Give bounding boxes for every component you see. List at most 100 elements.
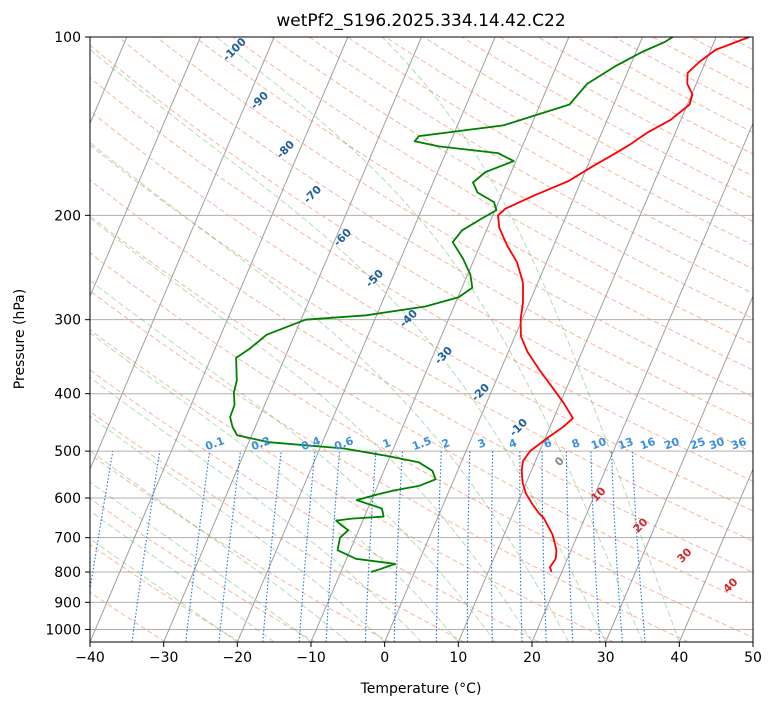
isotherm-line (605, 295, 753, 642)
moist-adiabat-line (90, 141, 570, 642)
mixing-ratio-label: 0.1 (203, 434, 226, 453)
mixing-ratio-line (435, 451, 442, 642)
mixing-ratio-label: 4 (507, 436, 519, 451)
mixing-ratio-label: 2 (440, 436, 452, 451)
mixing-ratio-label: 3 (476, 436, 488, 451)
mixing-ratio-line (262, 451, 282, 642)
moist-adiabat-line (90, 481, 312, 642)
x-tick-label: 0 (380, 650, 389, 666)
dry-adiabat-line (90, 543, 241, 642)
isotherm-line (90, 37, 349, 642)
mixing-ratio-line (298, 451, 316, 642)
mixing-ratio-label: 16 (638, 435, 657, 453)
dry-adiabat-line (90, 252, 753, 639)
temperature-profile-line (497, 37, 750, 573)
mixing-ratio-label: 1 (381, 436, 393, 451)
mixing-ratio-line (541, 451, 547, 642)
chart-title: wetPf2_S196.2025.334.14.42.C22 (276, 11, 565, 31)
moist-adiabat-line (90, 217, 533, 642)
isotherm-line (90, 37, 275, 471)
dry-adiabat-label: -50 (363, 267, 386, 290)
line-labels: -100-90-80-70-60-50-40-30-20-10010203040… (203, 35, 748, 596)
x-tick-label: 10 (449, 650, 467, 666)
y-tick-label: 1000 (45, 622, 81, 638)
y-tick-label: 400 (54, 387, 81, 403)
mixing-ratio-label: 25 (688, 435, 707, 452)
background-lines (90, 37, 775, 642)
mixing-ratio-line (610, 451, 623, 642)
isotherm-line (752, 640, 753, 642)
x-tick-label: 50 (744, 650, 762, 666)
dry-adiabat-line (90, 144, 753, 542)
dry-adiabat-line (118, 37, 753, 425)
mixing-ratio-label: 6 (542, 436, 554, 451)
isotherm-line (236, 37, 496, 642)
mixing-ratio-line (631, 451, 646, 642)
y-tick-label: 100 (54, 30, 81, 46)
mixing-ratio-line (393, 451, 404, 642)
y-tick-label: 500 (54, 444, 81, 460)
y-tick-label: 600 (54, 491, 81, 507)
mixing-ratio-line (185, 451, 211, 642)
x-tick-label: −30 (149, 650, 179, 666)
dry-adiabat-line (232, 37, 753, 345)
mixing-ratio-label: 0.4 (299, 434, 322, 453)
dry-adiabat-line (90, 44, 753, 453)
moist-adiabat-line (90, 332, 459, 642)
dry-adiabat-label: -100 (220, 35, 249, 64)
moist-adiabat-line (90, 537, 238, 642)
mixing-ratio-label: 0.6 (332, 434, 355, 453)
moist-adiabat-line (90, 450, 349, 642)
moist-adiabat-line (90, 48, 607, 642)
mixing-ratio-label: 10 (589, 435, 608, 453)
dry-adiabat-line (461, 37, 753, 200)
dry-adiabat-line (652, 37, 753, 91)
isotherm-line (163, 37, 422, 642)
mixing-ratio-line (325, 451, 341, 642)
x-tick-label: −20 (223, 650, 253, 666)
moist-adiabat-line (90, 279, 496, 642)
y-tick-label: 200 (54, 208, 81, 224)
mixing-ratio-line (490, 451, 494, 642)
isotherm-line (531, 122, 753, 642)
plot-frame (89, 36, 754, 643)
dry-adiabat-line (90, 290, 689, 642)
x-tick-label: 30 (597, 650, 615, 666)
isotherm-line (310, 37, 570, 642)
mixing-ratio-label: 8 (570, 436, 582, 451)
dewpoint-profile-line (229, 37, 674, 573)
dry-adiabat-label: -20 (469, 381, 492, 404)
x-axis-label: Temperature (°C) (360, 681, 482, 697)
mixing-ratio-label: 0.2 (249, 434, 272, 453)
dry-adiabat-line (767, 37, 775, 642)
mixing-ratio-line (364, 451, 377, 642)
dry-adiabat-line (308, 37, 753, 294)
moist-adiabat-line (90, 510, 275, 642)
isotherm-line (678, 467, 753, 642)
dry-adiabat-line (90, 179, 753, 573)
dry-adiabat-label: -70 (301, 183, 324, 206)
dry-adiabat-line (90, 497, 315, 642)
dry-adiabat-line (90, 410, 465, 642)
mixing-ratio-line (131, 451, 161, 642)
isotherm-line (457, 37, 717, 642)
moist-adiabat-line (215, 37, 643, 642)
mixing-ratio-label: 36 (729, 435, 748, 453)
dry-adiabat-line (90, 215, 753, 606)
dry-adiabat-label: 0 (552, 454, 567, 469)
isotherm-line (384, 37, 643, 642)
dry-adiabat-label: -10 (507, 416, 530, 439)
mixing-ratio-line (565, 451, 574, 642)
profile-lines (229, 37, 750, 573)
dry-adiabat-label: -80 (274, 138, 297, 161)
dry-adiabat-line (90, 110, 753, 512)
dry-adiabat-line (194, 37, 753, 371)
dry-adiabat-line (423, 37, 753, 223)
moist-adiabat-line (381, 37, 680, 642)
x-tick-label: −10 (296, 650, 326, 666)
moist-adiabat-line (90, 376, 422, 642)
x-tick-label: 20 (523, 650, 541, 666)
mixing-ratio-line (519, 451, 523, 642)
dry-adiabat-line (90, 76, 753, 482)
